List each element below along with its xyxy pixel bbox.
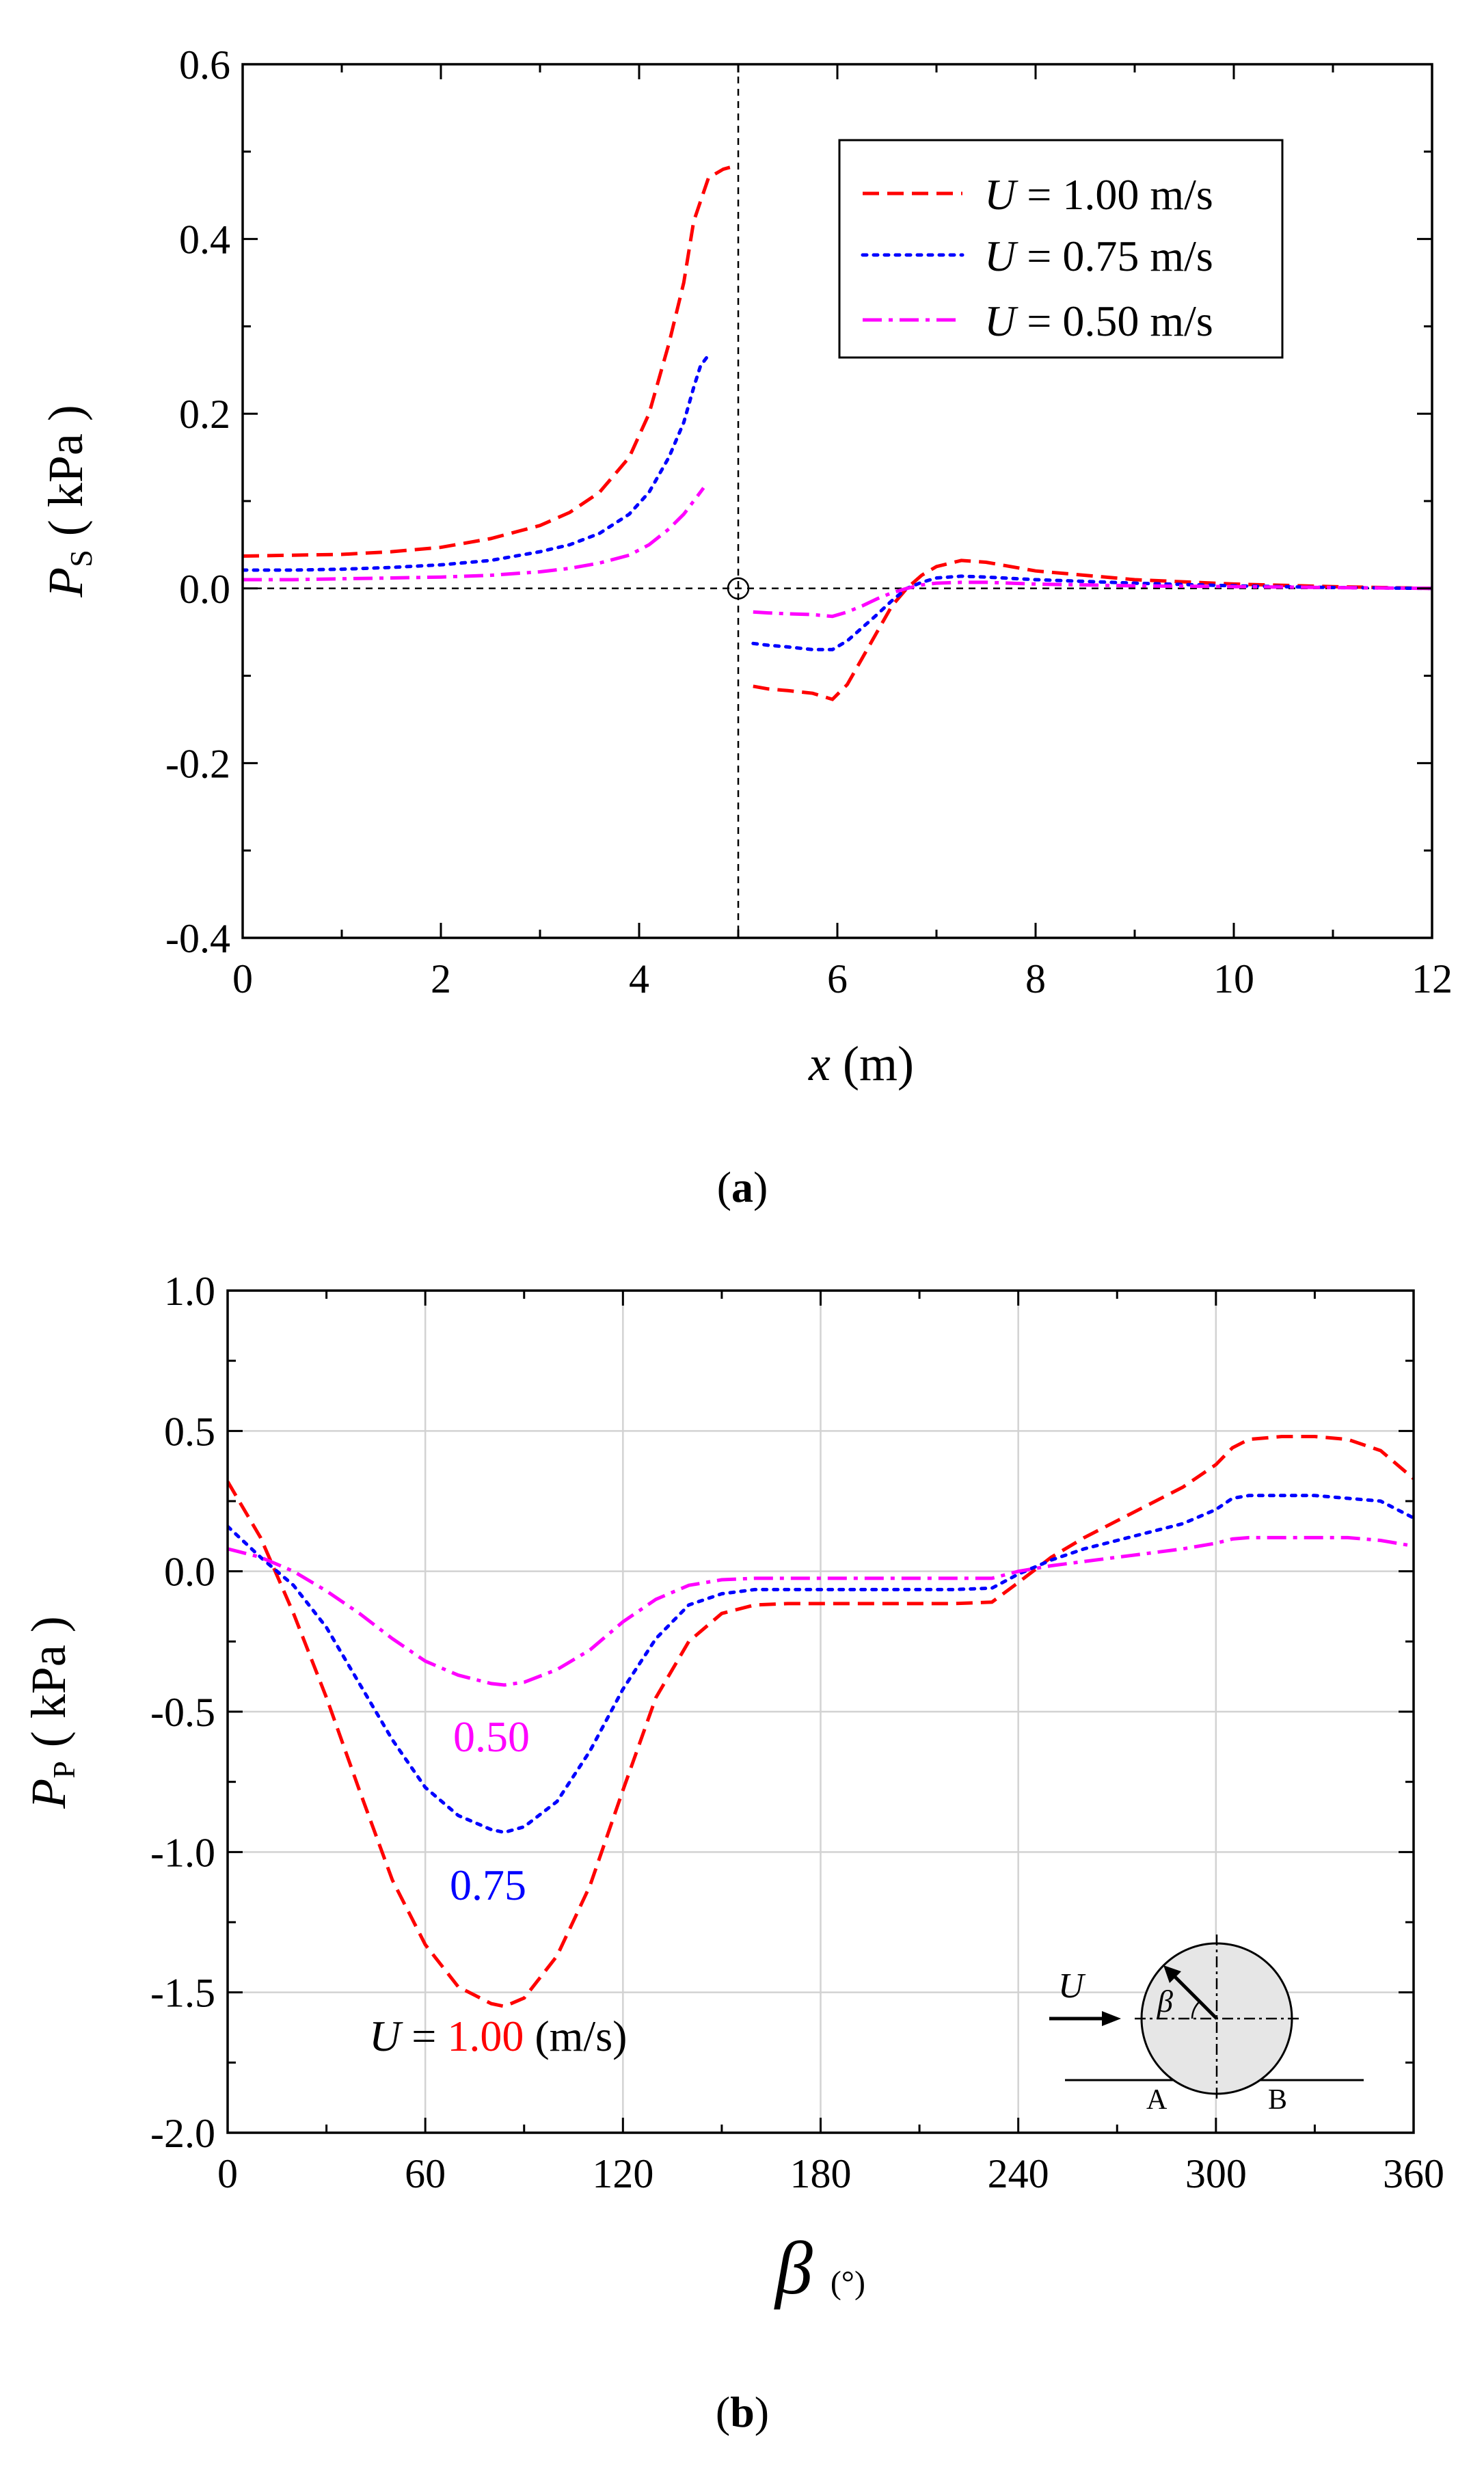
annotation-label-050: 0.50 [453, 1712, 530, 1761]
annotation-label-u-100: U = 1.00 (m/s) [369, 2012, 627, 2060]
panel-b-x-tick-labels: 0 60 120 180 240 300 360 [217, 2151, 1444, 2196]
y-tick-label: 0.4 [179, 217, 230, 262]
panel-a-y-axis-label: PS( kPa ) [38, 405, 98, 598]
panel-a-x-axis-label: x (m) [808, 1036, 914, 1091]
inset-flow-label: U [1058, 1967, 1086, 2006]
panel-b-ticks [226, 1289, 1415, 2134]
y-tick-label: 0.0 [164, 1550, 215, 1595]
panel-a-series-group [243, 165, 1432, 701]
panel-b-grid [228, 1291, 1414, 2133]
x-tick-label: 180 [790, 2151, 852, 2196]
panel-a-ticks [241, 63, 1433, 939]
series-line-075 [243, 351, 1432, 651]
y-tick-label: 0.6 [179, 42, 230, 87]
panel-a-caption: (a) [717, 1163, 768, 1211]
inset-point-a-label: A [1146, 2084, 1168, 2116]
panel-a-y-tick-labels: -0.4 -0.2 0.0 0.2 0.4 0.6 [165, 42, 230, 961]
x-tick-label: 360 [1383, 2151, 1444, 2196]
panel-a-reference-lines [243, 64, 1432, 938]
x-tick-label: 4 [629, 956, 649, 1001]
x-tick-label: 2 [431, 956, 451, 1001]
inset-angle-arc [1191, 2001, 1200, 2019]
x-tick-label: 0 [232, 956, 253, 1001]
x-tick-label: 120 [592, 2151, 653, 2196]
panel-b-y-axis-label: PP( kPa ) [21, 1616, 81, 1809]
x-tick-label: 12 [1412, 956, 1453, 1001]
y-tick-label: 0.5 [164, 1409, 215, 1454]
series-line-050 [228, 1535, 1414, 1687]
annotation-label-075: 0.75 [450, 1861, 526, 1909]
panel-b: 0 60 120 180 240 300 360 -2.0 -1.5 -1.0 -0.5 0.0 0.… [21, 1269, 1444, 2436]
y-tick-label: -0.4 [165, 916, 230, 961]
x-tick-label: 10 [1213, 956, 1254, 1001]
inset-radius-arrow [1169, 1971, 1218, 2020]
inset-radius-arrowhead [1163, 1965, 1181, 1983]
y-tick-label: 0.0 [179, 567, 230, 612]
series-line-100 [243, 165, 1432, 701]
series-line-100 [228, 1435, 1414, 2008]
y-tick-label: -0.5 [150, 1690, 215, 1735]
panel-b-caption: (b) [716, 2388, 769, 2436]
panel-a-legend: U = 1.00 m/s U = 0.75 m/s U = 0.50 m/s [838, 139, 1284, 359]
x-tick-label: 300 [1185, 2151, 1247, 2196]
panel-a: 0 2 4 6 8 10 12 -0.4 -0.2 0.0 0.2 0.4 0.6 x (m) PS( … [38, 42, 1453, 1211]
x-tick-label: 8 [1025, 956, 1046, 1001]
inset-angle-label: β [1157, 1984, 1173, 2019]
panel-b-series-group [228, 1435, 1414, 2008]
inset-point-b-label: B [1268, 2084, 1287, 2116]
x-tick-label: 60 [405, 2151, 446, 2196]
y-tick-label: 1.0 [164, 1269, 215, 1314]
y-tick-label: -1.0 [150, 1830, 215, 1875]
legend-label-u-100: U = 1.00 m/s [984, 170, 1213, 219]
y-tick-label: 0.2 [179, 392, 230, 437]
legend-label-u-050: U = 0.50 m/s [984, 297, 1213, 345]
inset-flow-arrowhead [1102, 2011, 1121, 2026]
panel-a-origin-marker [727, 577, 750, 600]
x-tick-label: 240 [988, 2151, 1049, 2196]
y-tick-label: -0.2 [165, 741, 230, 786]
y-tick-label: -1.5 [150, 1971, 215, 2016]
y-tick-label: -2.0 [150, 2111, 215, 2156]
x-tick-label: 0 [217, 2151, 238, 2196]
inset-schematic: β U A B [1049, 1935, 1364, 2116]
series-line-075 [228, 1494, 1414, 1835]
series-line-050 [243, 487, 1432, 619]
panel-a-x-tick-labels: 0 2 4 6 8 10 12 [232, 956, 1453, 1001]
x-tick-label: 6 [827, 956, 848, 1001]
panel-b-y-tick-labels: -2.0 -1.5 -1.0 -0.5 0.0 0.5 1.0 [150, 1269, 215, 2156]
panel-b-x-axis-label: β (°) [774, 2226, 865, 2310]
legend-label-u-075: U = 0.75 m/s [984, 232, 1213, 280]
